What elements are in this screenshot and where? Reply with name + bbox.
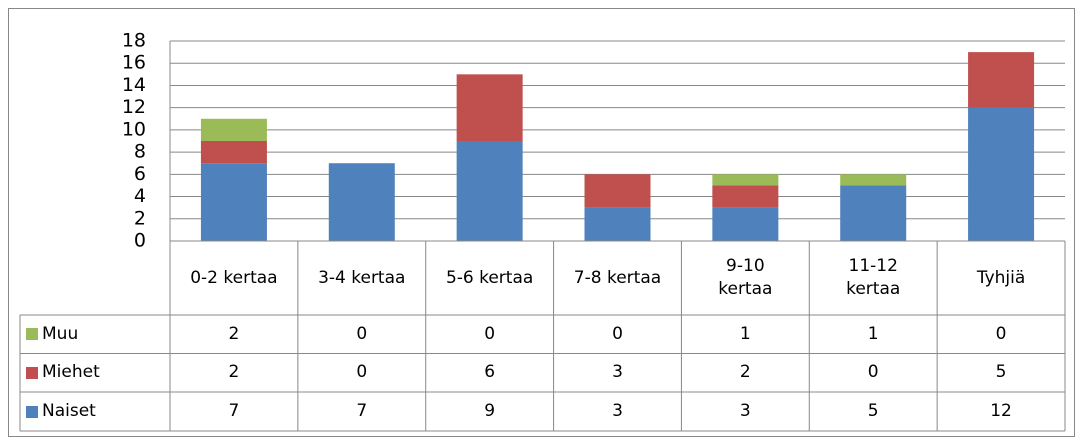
bar-segment [840,174,907,186]
legend-label: Naiset [42,401,96,422]
legend-swatch [26,328,38,341]
y-tick-label: 0 [134,230,146,252]
legend-label: Muu [42,323,79,344]
table-value: 0 [867,362,879,383]
table-value: 1 [739,323,751,344]
legend-swatch [26,366,38,379]
table-header-cell: 11-12 kertaa [846,256,901,299]
bar-segment [456,141,523,241]
bar-segment [328,163,395,241]
bar-segment [712,174,779,186]
bar-segment [584,207,651,241]
table-value: 5 [867,401,879,422]
table-value: 0 [356,362,368,383]
table-value: 3 [739,401,751,422]
y-tick-label: 2 [134,207,146,229]
table-header-cell: 9-10 kertaa [718,256,773,299]
bar-segment [968,52,1035,108]
chart-border [8,8,1075,437]
table-value: 9 [484,401,496,422]
table-value: 0 [356,323,368,344]
bar-segment [840,185,907,241]
table-header-cell: 0-2 kertaa [190,267,278,288]
legend-label: Miehet [42,362,100,383]
table-value: 3 [612,401,623,422]
bar-segment [712,185,779,208]
y-tick-label: 14 [122,74,146,96]
legend-cell: Miehet [20,354,170,393]
table-value: 12 [990,401,1012,422]
y-tick-label: 18 [122,30,146,52]
table-value: 7 [356,401,368,422]
table-value: 0 [995,323,1007,344]
table-value: 1 [867,323,879,344]
bar-segment [712,207,779,241]
table-header-cell: Tyhjiä [976,267,1026,288]
y-tick-label: 10 [122,118,146,140]
table-value: 2 [228,362,240,383]
legend-swatch [26,405,38,418]
table-value: 2 [739,362,751,383]
y-tick-label: 6 [134,163,146,185]
table-value: 6 [484,362,496,383]
y-tick-label: 8 [134,141,146,163]
table-value: 5 [995,362,1007,383]
table-value: 7 [228,401,240,422]
bar-segment [456,74,523,141]
bar-segment [200,163,267,241]
y-tick-label: 12 [122,96,146,118]
bar-segment [200,118,267,141]
y-tick-label: 16 [122,52,146,74]
table-value: 3 [612,362,623,383]
legend-cell: Muu [20,315,170,354]
table-value: 0 [612,323,623,344]
table-value: 2 [228,323,240,344]
legend-cell: Naiset [20,392,170,431]
table-header-cell: 3-4 kertaa [318,267,406,288]
table-header-cell: 5-6 kertaa [445,267,534,288]
table-value: 0 [484,323,496,344]
bar-segment [584,174,651,208]
bar-segment [200,141,267,164]
table-header-cell: 7-8 kertaa [573,267,662,288]
y-tick-label: 4 [134,185,146,207]
bar-segment [968,107,1035,242]
